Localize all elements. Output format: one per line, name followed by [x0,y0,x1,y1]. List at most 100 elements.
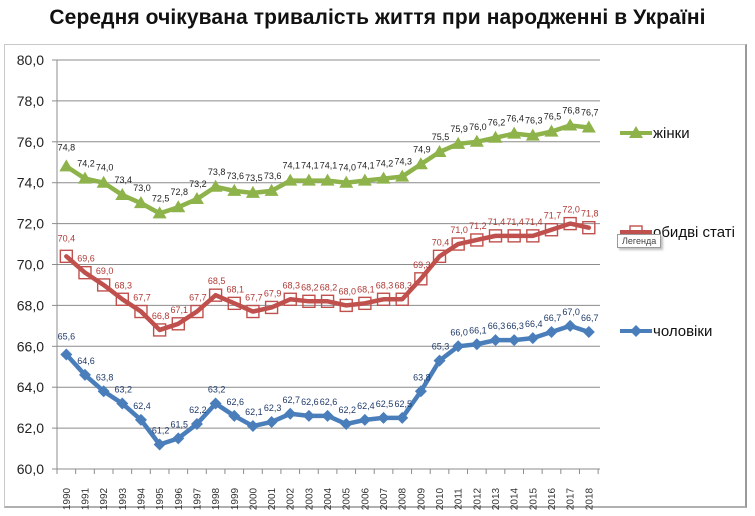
data-point [283,173,298,186]
data-point [432,145,447,158]
data-point [152,323,167,337]
data-point [396,411,409,424]
data-label: 74,1 [320,161,338,171]
data-point [451,237,465,251]
data-point [563,216,577,231]
data-label: 71,2 [469,221,487,231]
data-point [59,249,74,264]
data-label: 76,4 [506,114,524,124]
y-tick-label: 68,0 [17,297,44,313]
x-tick-label: 1996 [174,487,185,510]
data-point [96,278,111,292]
data-label: 69,3 [413,260,431,270]
data-label: 73,6 [264,171,282,181]
data-label: 63,8 [96,372,114,382]
data-label: 65,3 [432,342,450,352]
data-label: 68,1 [227,284,245,294]
data-point [228,409,241,422]
data-label: 68,1 [357,284,375,294]
x-tick-label: 1990 [62,487,73,510]
data-point [451,136,466,149]
gridlines [57,59,600,429]
data-point [320,294,335,309]
data-label: 61,2 [152,425,170,435]
data-point [208,288,223,302]
data-label: 68,3 [394,280,412,290]
data-label: 67,1 [171,305,189,315]
data-point [488,130,503,143]
x-tick-label: 1995 [155,487,166,510]
data-label: 63,8 [413,372,431,382]
x-tick-label: 2005 [342,487,353,510]
legend[interactable]: жінки обидві статі чоловіки [620,125,735,340]
legend-item-women[interactable]: жінки [620,125,690,142]
data-point [320,173,335,186]
x-tick-label: 2011 [454,488,465,510]
data-label: 66,0 [450,327,468,337]
data-point [96,175,111,188]
data-point [190,304,204,319]
data-point [77,171,92,184]
data-point [395,169,410,182]
data-point [227,183,242,196]
data-label: 61,5 [171,419,189,429]
x-tick-label: 1991 [80,487,91,510]
data-point [544,124,559,137]
x-tick-label: 2016 [547,487,558,510]
data-point [283,292,297,306]
legend-item-men[interactable]: чоловіки [620,323,712,340]
data-point [153,438,166,451]
x-tick-label: 2013 [491,487,502,510]
data-point [414,385,427,398]
data-label: 68,3 [376,280,394,290]
legend-marker-icon [630,325,642,337]
data-point [357,173,372,186]
y-tick-label: 66,0 [17,338,44,354]
data-label: 66,7 [581,313,599,323]
data-label: 74,0 [338,163,356,173]
x-tick-label: 2003 [304,487,315,510]
x-tick-label: 1994 [136,487,147,510]
data-point [377,411,390,424]
data-point [190,418,203,431]
data-label: 67,9 [264,288,282,298]
data-label: 74,9 [413,144,431,154]
data-label: 76,0 [469,122,487,132]
data-point [152,206,167,219]
data-label: 73,2 [189,179,207,189]
data-label: 71,7 [544,211,562,221]
data-label: 66,3 [488,321,506,331]
data-point [172,432,185,445]
data-point [59,159,74,172]
data-label: 74,0 [96,163,114,173]
data-point [545,325,558,338]
data-point [470,233,484,247]
x-tick-label: 2000 [248,487,259,510]
data-point [245,185,260,198]
series-line-both-sexes [64,221,592,333]
legend-item-both-sexes[interactable]: обидві статі [620,224,735,241]
data-point [563,118,578,131]
data-point [469,134,484,147]
data-label: 73,8 [208,167,226,177]
data-label: 68,2 [320,282,338,292]
data-point [526,332,539,345]
x-tick-label: 1999 [230,487,241,510]
data-label: 71,8 [581,209,599,219]
y-tick-label: 62,0 [17,420,44,436]
chart-frame [4,44,747,508]
data-label: 72,0 [562,205,580,215]
x-tick-label: 2009 [416,487,427,510]
data-point [358,413,371,426]
data-point [301,173,316,186]
data-point [302,294,316,309]
data-label: 73,6 [227,171,245,181]
data-point [171,200,186,213]
data-label: 74,3 [394,157,412,167]
data-point [97,385,110,398]
data-point [246,304,260,319]
legend-marker-icon [629,126,643,138]
data-label: 76,8 [562,105,580,115]
data-point [339,175,354,188]
